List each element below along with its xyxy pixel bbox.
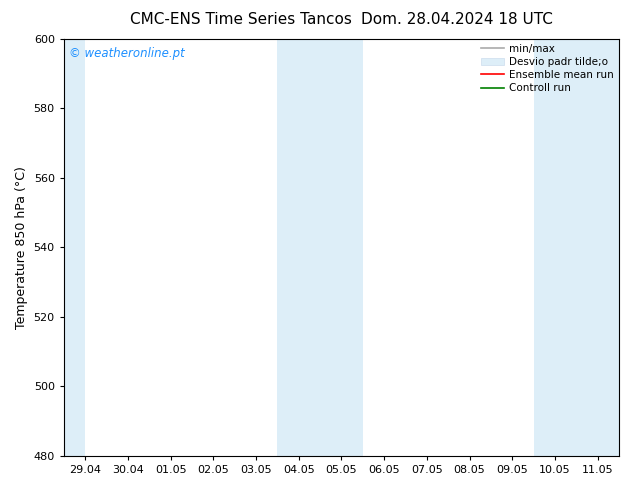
Bar [277,39,363,456]
Text: © weatheronline.pt: © weatheronline.pt [69,47,185,60]
Legend: min/max, Desvio padr tilde;o, Ensemble mean run, Controll run: min/max, Desvio padr tilde;o, Ensemble m… [478,41,617,97]
Bar [64,39,85,456]
Text: CMC-ENS Time Series Tancos: CMC-ENS Time Series Tancos [130,12,352,27]
Text: Dom. 28.04.2024 18 UTC: Dom. 28.04.2024 18 UTC [361,12,552,27]
Y-axis label: Temperature 850 hPa (°C): Temperature 850 hPa (°C) [15,166,28,329]
Bar [534,39,619,456]
